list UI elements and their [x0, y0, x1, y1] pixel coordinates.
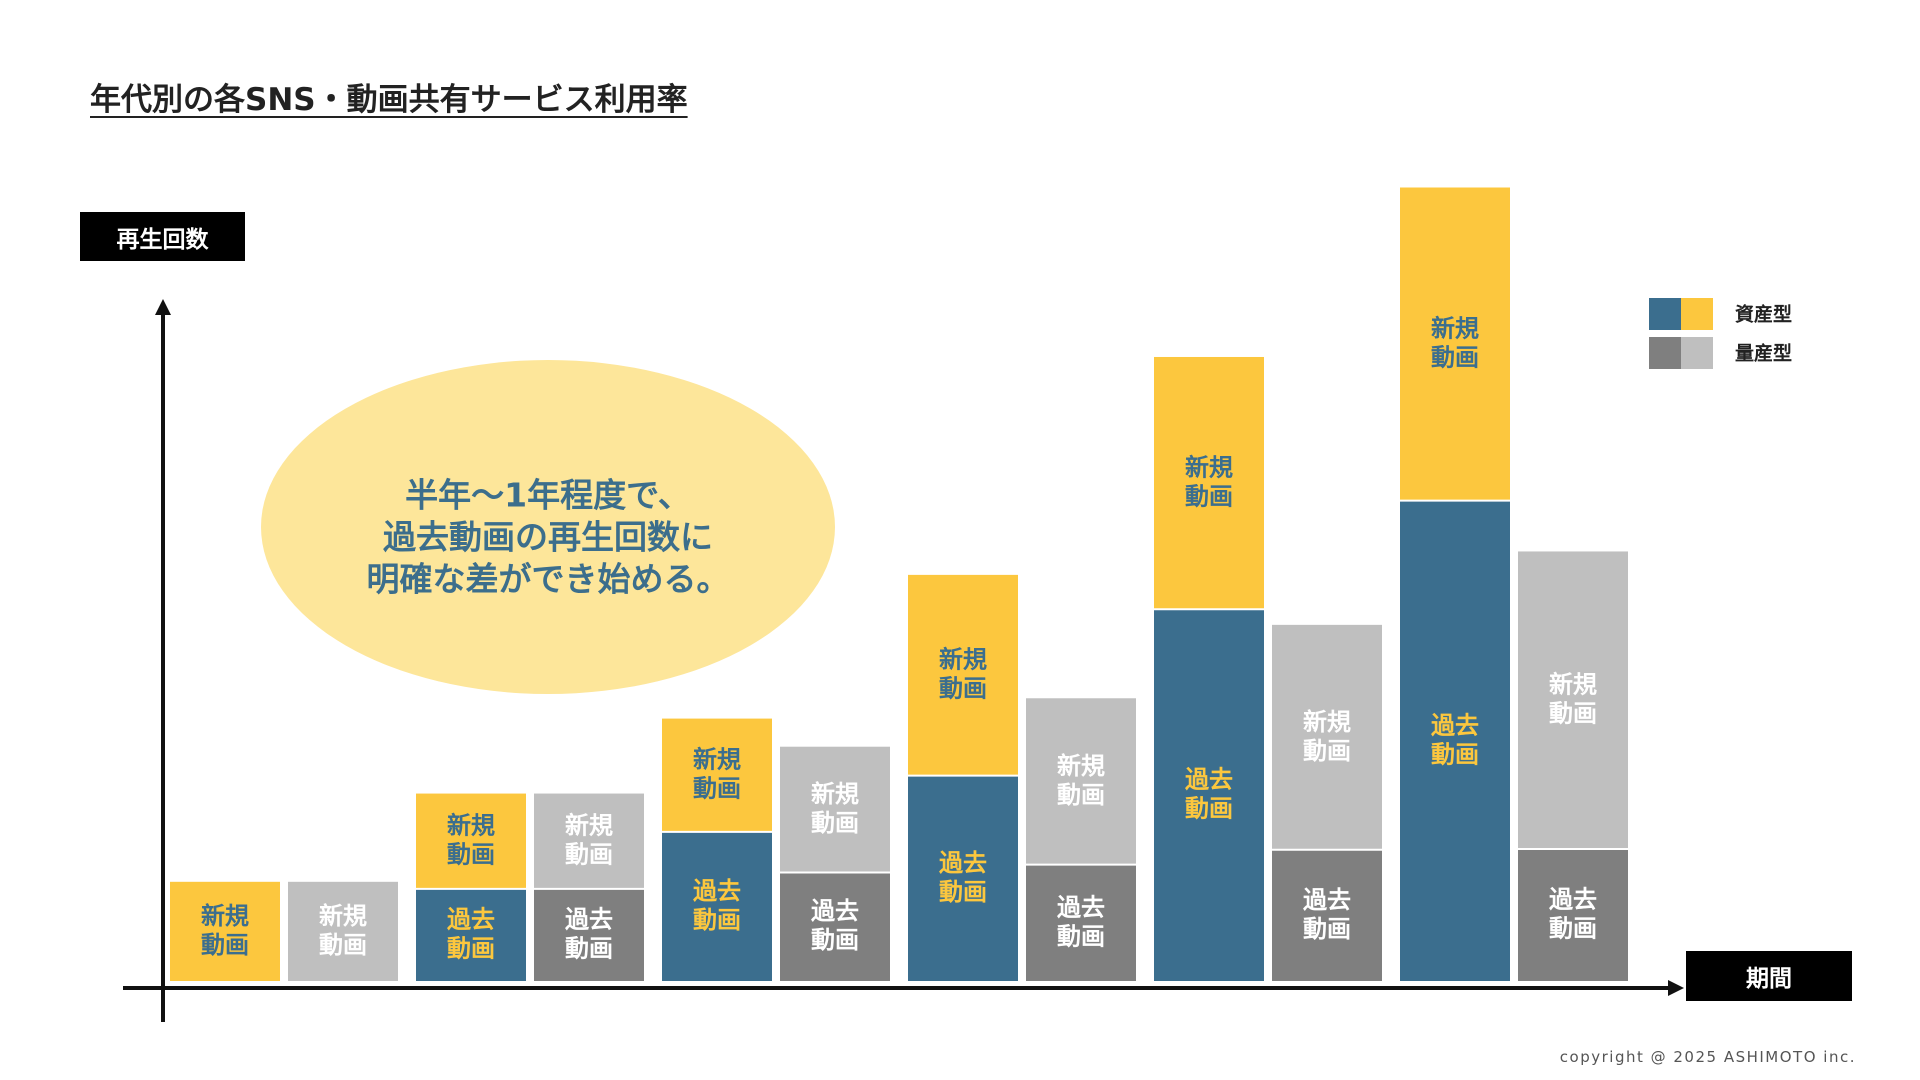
bars: 新規動画新規動画過去動画新規動画過去動画新規動画過去動画新規動画過去動画新規動画…: [170, 187, 1628, 981]
bar-segment-label: 新規: [1303, 708, 1351, 736]
bar-segment-label: 新規: [811, 780, 859, 808]
x-axis-label: 期間: [1686, 951, 1852, 1001]
asset-past-bar: [1154, 609, 1264, 981]
volume-past-bar: [780, 872, 890, 981]
bar-segment-label: 動画: [565, 841, 613, 869]
bar-segment-label: 動画: [447, 934, 495, 962]
callout-line: 半年〜1年程度で、: [405, 476, 691, 515]
bar-segment-label: 新規: [693, 746, 741, 774]
bar-segment-label: 動画: [1303, 915, 1351, 943]
legend-swatch-light: [1681, 337, 1713, 369]
volume-new-bar: [1026, 698, 1136, 865]
bar-segment-label: 過去: [1057, 893, 1105, 921]
bar-segment-label: 動画: [565, 934, 613, 962]
volume-new-bar: [288, 881, 398, 981]
asset-new-bar: [416, 793, 526, 889]
bar-segment-label: 動画: [1057, 922, 1105, 950]
bar-segment-label: 新規: [1057, 752, 1105, 780]
bar-segment-label: 動画: [811, 809, 859, 837]
page-title: 年代別の各SNS・動画共有サービス利用率: [90, 82, 688, 118]
volume-new-bar: [534, 793, 644, 889]
volume-past-bar: [534, 888, 644, 981]
bar-segment-label: 動画: [447, 841, 495, 869]
bar-segment-label: 動画: [1185, 483, 1233, 511]
bar-segment-label: 過去: [939, 849, 987, 877]
volume-past-bar: [1272, 849, 1382, 981]
callout-line: 過去動画の再生回数に: [383, 518, 713, 557]
y-axis-label: 再生回数: [80, 212, 245, 261]
asset-new-bar: [1154, 356, 1264, 610]
callout-line: 明確な差ができ始める。: [367, 560, 730, 599]
volume-new-bar: [1518, 551, 1628, 850]
bar-segment-label: 新規: [1431, 315, 1479, 343]
asset-past-bar: [908, 775, 1018, 981]
bar-segment-label: 動画: [1549, 700, 1597, 728]
bar-segment-label: 動画: [1549, 915, 1597, 943]
bar-segment-label: 過去: [693, 877, 741, 905]
bar-segment-label: 新規: [565, 812, 613, 840]
asset-new-bar: [662, 718, 772, 832]
bar-segment-label: 過去: [1431, 711, 1479, 739]
bar-segment-label: 過去: [565, 905, 613, 933]
bar-segment-label: 新規: [1549, 671, 1597, 699]
y-axis-arrowhead: [155, 299, 171, 315]
bar-segment-label: 動画: [939, 675, 987, 703]
bar-segment-label: 動画: [939, 878, 987, 906]
asset-new-bar: [1400, 187, 1510, 501]
bar-segment-label: 過去: [1303, 886, 1351, 914]
legend-swatch-light: [1681, 298, 1713, 330]
bar-segment-label: 動画: [1057, 781, 1105, 809]
bar-segment-label: 動画: [1431, 740, 1479, 768]
volume-new-bar: [780, 746, 890, 873]
bar-segment-label: 過去: [811, 897, 859, 925]
asset-new-bar: [170, 881, 280, 981]
bar-segment-label: 動画: [811, 926, 859, 954]
axes: [123, 299, 1684, 1022]
volume-past-bar: [1026, 864, 1136, 981]
bar-segment-label: 新規: [201, 902, 249, 930]
bar-segment-label: 動画: [1303, 737, 1351, 765]
bar-segment-label: 新規: [319, 902, 367, 930]
volume-new-bar: [1272, 624, 1382, 850]
bar-segment-label: 動画: [1431, 344, 1479, 372]
bar-segment-label: 新規: [939, 646, 987, 674]
legend-swatch-dark: [1649, 337, 1681, 369]
legend-label: 量産型: [1735, 342, 1792, 365]
copyright-text: copyright @ 2025 ASHIMOTO inc.: [1559, 1048, 1856, 1066]
bar-segment-label: 過去: [1549, 886, 1597, 914]
bar-segment-label: 新規: [1185, 454, 1233, 482]
asset-past-bar: [416, 888, 526, 981]
asset-past-bar: [1400, 500, 1510, 981]
bar-segment-label: 動画: [693, 906, 741, 934]
volume-past-bar: [1518, 849, 1628, 981]
asset-new-bar: [908, 574, 1018, 776]
bar-segment-label: 過去: [1185, 766, 1233, 794]
legend-swatch-dark: [1649, 298, 1681, 330]
bar-segment-label: 動画: [1185, 795, 1233, 823]
asset-past-bar: [662, 831, 772, 981]
bar-segment-label: 動画: [319, 931, 367, 959]
bar-segment-label: 動画: [693, 775, 741, 803]
bar-segment-label: 過去: [447, 905, 495, 933]
callout-bubble: [261, 360, 835, 694]
legend-label: 資産型: [1735, 303, 1792, 326]
bar-segment-label: 動画: [201, 931, 249, 959]
bar-segment-label: 新規: [447, 812, 495, 840]
x-axis-arrowhead: [1668, 980, 1684, 996]
